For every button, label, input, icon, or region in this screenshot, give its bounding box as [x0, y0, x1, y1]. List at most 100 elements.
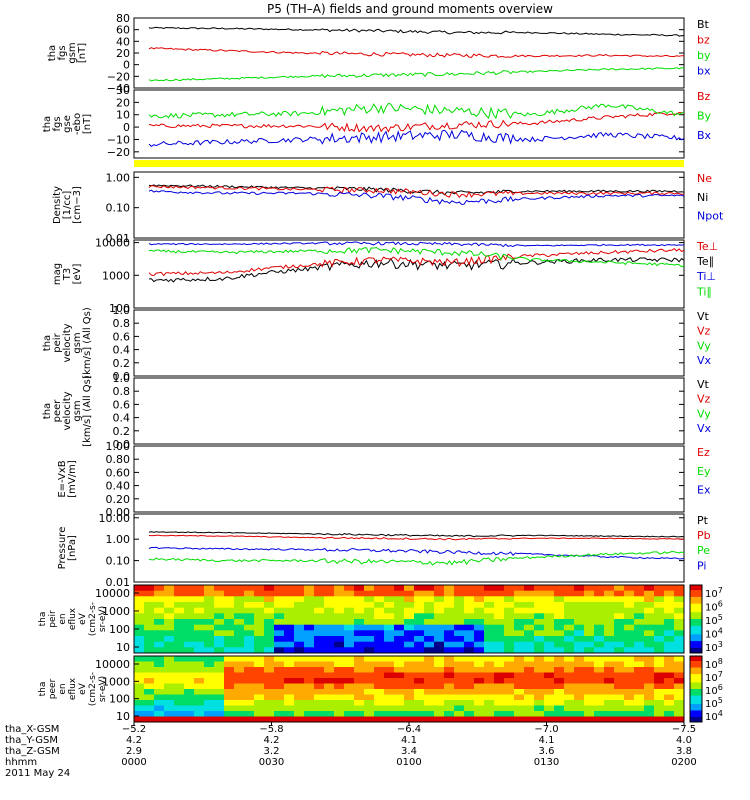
spectrogram-cell: [674, 613, 685, 620]
spectrogram-cell: [214, 661, 225, 668]
spectrogram-cell: [274, 689, 285, 695]
spectrogram-cell: [384, 689, 395, 695]
spectrogram-cell: [224, 596, 235, 603]
spectrogram-cell: [304, 630, 315, 637]
spectrogram-cell: [384, 585, 395, 592]
spectrogram-cell: [334, 619, 345, 626]
spectrogram-cell: [174, 711, 185, 717]
spectrogram-cell: [224, 716, 235, 723]
colorbar-segment: [690, 649, 702, 652]
colorbar-label: 107: [705, 586, 723, 600]
spectrogram-cell: [164, 678, 175, 684]
spectrogram-cell: [674, 711, 685, 717]
spectrogram-cell: [374, 596, 385, 603]
spectrogram-cell: [184, 667, 195, 673]
spectrogram-cell: [144, 661, 155, 668]
spectrogram-cell: [164, 700, 175, 706]
spectrogram-cell: [264, 672, 275, 679]
spectrogram-cell: [134, 607, 145, 614]
spectrogram-cell: [424, 683, 435, 690]
y-tick-label: 30: [116, 84, 130, 97]
spectrogram-cell: [674, 716, 685, 723]
spectrogram-cell: [164, 656, 175, 662]
x-tick-label-t: 0000: [121, 757, 146, 768]
spectrogram-cell: [224, 711, 235, 717]
spectrogram-cell: [354, 613, 365, 620]
spectrogram-cell: [264, 613, 275, 620]
spectrogram-cell: [534, 607, 545, 614]
spectrogram-cell: [144, 711, 155, 717]
spectrogram-cell: [334, 607, 345, 614]
colorbar-segment: [690, 656, 702, 659]
spectrogram-cell: [434, 667, 445, 673]
spectrogram-cell: [234, 641, 245, 648]
y-axis-label: (cm2-s-: [88, 672, 98, 706]
spectrogram-cell: [604, 705, 615, 712]
y-tick-label: 0.4: [113, 412, 131, 425]
colorbar-segment: [690, 630, 702, 634]
colorbar-exponent: 7: [718, 586, 723, 595]
y-axis-label: [nPa]: [67, 535, 78, 561]
spectrogram-cell: [224, 602, 235, 609]
spectrogram-cell: [474, 700, 485, 706]
legend-Vy: Vy: [697, 407, 711, 420]
spectrogram-cell: [334, 624, 345, 631]
spectrogram-cell: [134, 716, 145, 723]
spectrogram-cell: [434, 689, 445, 695]
spectrogram-cell: [414, 619, 425, 626]
colorbar-segment: [690, 634, 702, 637]
colorbar-segment: [690, 651, 702, 654]
spectrogram-cell: [314, 590, 325, 597]
spectrogram-cell: [644, 607, 655, 614]
spectrogram-cell: [544, 585, 555, 592]
spectrogram-cell: [394, 585, 405, 592]
spectrogram-cell: [674, 667, 685, 673]
spectrogram-cell: [454, 596, 465, 603]
spectrogram-cell: [334, 641, 345, 648]
spectrogram-cell: [294, 585, 305, 592]
spectrogram-cell: [324, 647, 335, 654]
spectrogram-cell: [604, 647, 615, 654]
spectrogram-cell: [574, 656, 585, 662]
series-green: [148, 246, 685, 268]
y-tick-label: 1.00: [106, 533, 131, 546]
spectrogram-cell: [574, 619, 585, 626]
spectrogram-cell: [364, 694, 375, 701]
spectrogram-cell: [184, 700, 195, 706]
spectrogram-cell: [614, 689, 625, 695]
spectrogram-cell: [604, 619, 615, 626]
spectrogram-cell: [574, 705, 585, 712]
spectrogram-cell: [524, 624, 535, 631]
spectrogram-cell: [594, 613, 605, 620]
spectrogram-cell: [404, 683, 415, 690]
spectrogram-cell: [134, 683, 145, 690]
spectrogram-cell: [264, 641, 275, 648]
spectrogram-cell: [674, 596, 685, 603]
spectrogram-cell: [524, 716, 535, 723]
spectrogram-cell: [594, 667, 605, 673]
spectrogram-cell: [374, 689, 385, 695]
spectrogram-cell: [144, 672, 155, 679]
spectrogram-cell: [494, 636, 505, 643]
spectrogram-cell: [204, 647, 215, 654]
spectrogram-cell: [454, 683, 465, 690]
quality-flag-bar: [134, 160, 684, 167]
spectrogram-cell: [544, 716, 555, 723]
spectrogram-cell: [574, 716, 585, 723]
spectrogram-cell: [424, 641, 435, 648]
y-tick-label: 0.20: [106, 493, 131, 506]
spectrogram-cell: [454, 647, 465, 654]
spectrogram-cell: [454, 619, 465, 626]
panel-frame: [133, 171, 685, 239]
spectrogram-cell: [284, 711, 295, 717]
spectrogram-cell: [504, 711, 515, 717]
spectrogram-cell: [604, 661, 615, 668]
spectrogram-cell: [534, 602, 545, 609]
spectrogram-cell: [464, 602, 475, 609]
spectrogram-cell: [324, 667, 335, 673]
spectrogram-cell: [314, 667, 325, 673]
spectrogram-cell: [434, 585, 445, 592]
spectrogram-cell: [374, 641, 385, 648]
